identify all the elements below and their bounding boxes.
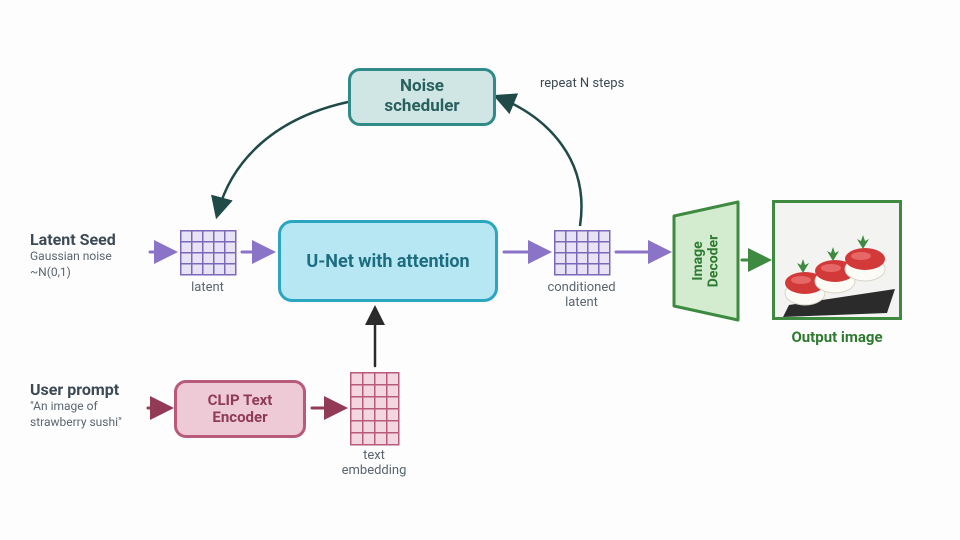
text-embedding-caption: text embedding — [336, 448, 412, 478]
user-prompt-title: User prompt — [30, 380, 158, 399]
latent-seed-title: Latent Seed — [30, 230, 150, 249]
image-decoder-block: ImageDecoder — [671, 199, 741, 323]
latent-seed-label: Latent Seed Gaussian noise ~N(0,1) — [30, 230, 150, 280]
latent-grid — [180, 230, 237, 276]
conditioned-latent-caption: conditioned latent — [534, 280, 629, 310]
clip-encoder-block: CLIP Text Encoder — [174, 380, 306, 438]
latent-seed-sub1: Gaussian noise — [30, 249, 150, 265]
latent-seed-sub2: ~N(0,1) — [30, 265, 150, 281]
text-embedding-grid — [350, 372, 400, 446]
loop-arrow-right — [500, 98, 581, 226]
latent-caption: latent — [174, 280, 241, 295]
noise-scheduler-label-1: Noise — [400, 76, 444, 96]
loop-arrow-left — [218, 102, 348, 212]
unet-block: U-Net with attention — [278, 220, 498, 302]
noise-scheduler-block: Noise scheduler — [348, 68, 496, 126]
svg-text:ImageDecoder: ImageDecoder — [690, 235, 721, 287]
loop-label: repeat N steps — [540, 76, 624, 91]
user-prompt-label: User prompt "An image of strawberry sush… — [30, 380, 158, 430]
conditioned-latent-grid — [554, 230, 611, 276]
clip-label-2: Encoder — [212, 408, 267, 426]
clip-label-1: CLIP Text — [208, 391, 273, 409]
user-prompt-sub1: "An image of — [30, 399, 158, 415]
unet-label: U-Net with attention — [306, 251, 469, 272]
output-caption: Output image — [772, 328, 902, 346]
noise-scheduler-label-2: scheduler — [384, 96, 459, 116]
output-image-icon — [775, 203, 905, 323]
user-prompt-sub2: strawberry sushi" — [30, 415, 158, 431]
output-image — [772, 200, 902, 320]
